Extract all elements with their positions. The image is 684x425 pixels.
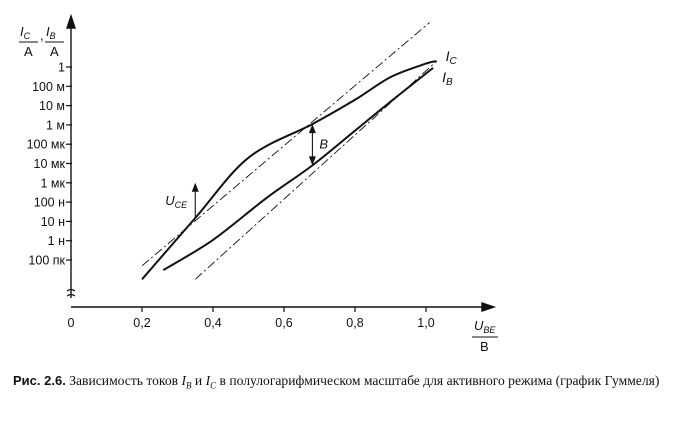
y-axis-unit-c: А <box>24 44 33 59</box>
asymptote-line-3 <box>194 60 437 280</box>
x-axis-ticks: 0 0,2 0,4 0,6 0,8 1,0 <box>68 307 435 330</box>
beta-label: B <box>319 137 328 152</box>
x-axis-unit: В <box>480 339 489 354</box>
x-axis-arrow <box>481 302 497 312</box>
uce-arrow-head <box>191 182 199 192</box>
caption-symbol-ib: IB <box>181 373 192 391</box>
y-axis-arrow <box>66 13 76 29</box>
y-tick-label: 10 мк <box>34 157 66 171</box>
x-axis-label-group: UBE В <box>472 318 498 354</box>
beta-arrow-head-bottom <box>308 156 316 166</box>
series-group: IC IB <box>141 22 458 280</box>
x-tick-label: 0,6 <box>275 316 292 330</box>
caption-symbol-ic: IC <box>205 373 217 391</box>
y-tick-label: 10 м <box>39 99 65 113</box>
y-tick-label: 1 мк <box>41 176 66 190</box>
series-line-ic <box>141 60 437 280</box>
y-axis-ticks: 1 100 м 10 м 1 м 100 мк 10 мк 1 мк 100 н 10 н 1 н… <box>27 61 72 268</box>
gummel-plot: IC , IB А А UBE В 1 100 м 10 м 1 м 100 мк 10 … <box>19 13 498 354</box>
caption-text-3: в полулогарифмическом масштабе для актив… <box>219 373 660 388</box>
y-tick-label: 1 м <box>46 118 65 132</box>
y-axis-label-sep: , <box>40 28 44 43</box>
y-tick-label: 10 н <box>41 215 65 229</box>
y-tick-label: 100 н <box>34 196 65 210</box>
y-axis-label-group: IC , IB А А <box>19 24 64 59</box>
figure-caption: Рис. 2.6. Зависимость токов IB и IC в по… <box>13 372 673 395</box>
series-label-ib: IB <box>442 69 453 88</box>
y-tick-label: 1 н <box>48 234 65 248</box>
y-axis-label-ic: IC <box>20 24 31 41</box>
y-tick-label: 1 <box>58 61 65 75</box>
caption-text-2: и <box>194 373 203 388</box>
series-line-ib <box>162 67 434 271</box>
y-tick-label: 100 мк <box>27 138 66 152</box>
y-tick-label: 100 пк <box>28 254 65 268</box>
x-tick-label: 0,2 <box>133 316 150 330</box>
caption-label: Рис. 2.6. <box>13 373 66 388</box>
x-tick-label: 0,4 <box>204 316 221 330</box>
y-axis-label-ib: IB <box>46 24 56 41</box>
uce-label: UCE <box>165 193 188 210</box>
y-axis-unit-b: А <box>50 44 59 59</box>
x-axis-label: UBE <box>474 318 496 335</box>
y-tick-label: 100 м <box>32 80 65 94</box>
x-tick-label: 0 <box>68 316 75 330</box>
series-label-ic: IC <box>446 48 458 67</box>
caption-text-1: Зависимость токов <box>69 373 179 388</box>
annotation-group: B UCE <box>165 124 328 219</box>
x-tick-label: 1,0 <box>417 316 434 330</box>
x-tick-label: 0,8 <box>346 316 363 330</box>
beta-arrow-head-top <box>308 124 316 134</box>
y-axis-break-mark <box>66 288 76 297</box>
axes <box>66 13 497 312</box>
asymptote-line-2 <box>141 22 430 267</box>
